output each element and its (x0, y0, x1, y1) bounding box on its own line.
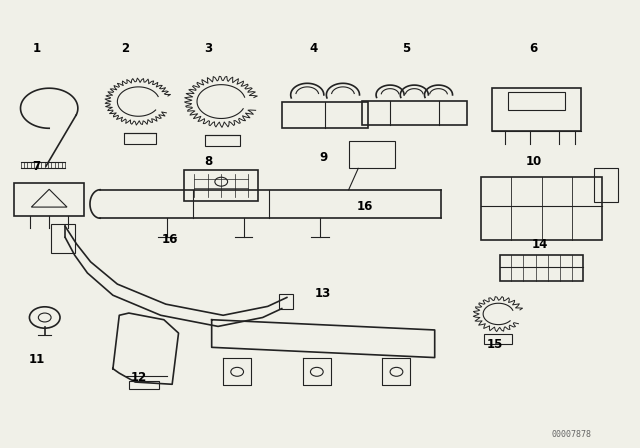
Bar (594, 168, 618, 202)
Bar (349, 141, 394, 168)
Bar (362, 101, 467, 125)
Text: 00007878: 00007878 (552, 430, 592, 439)
Bar (278, 294, 292, 310)
Text: 5: 5 (402, 42, 410, 55)
Text: 12: 12 (131, 371, 147, 384)
Bar (124, 133, 156, 144)
Text: 9: 9 (319, 151, 327, 164)
Bar (205, 135, 241, 146)
Text: 11: 11 (28, 353, 45, 366)
Bar (129, 381, 159, 389)
Text: 2: 2 (122, 42, 130, 55)
Bar (508, 92, 565, 111)
Text: 7: 7 (33, 159, 40, 172)
Bar (481, 177, 602, 240)
Text: 4: 4 (310, 42, 317, 55)
Text: 6: 6 (529, 42, 538, 55)
Text: 16: 16 (356, 200, 372, 213)
Text: 10: 10 (525, 155, 541, 168)
Bar (184, 170, 258, 201)
Text: 15: 15 (487, 338, 504, 351)
Text: 14: 14 (532, 237, 548, 250)
Bar (282, 102, 369, 128)
Text: 8: 8 (204, 155, 212, 168)
Text: 3: 3 (204, 42, 212, 55)
Bar (484, 334, 513, 344)
Bar (14, 183, 84, 216)
Bar (51, 224, 76, 253)
Text: 1: 1 (33, 42, 40, 55)
Bar (492, 88, 581, 130)
Text: 13: 13 (315, 287, 332, 300)
Bar (500, 255, 583, 280)
Text: 16: 16 (162, 233, 179, 246)
